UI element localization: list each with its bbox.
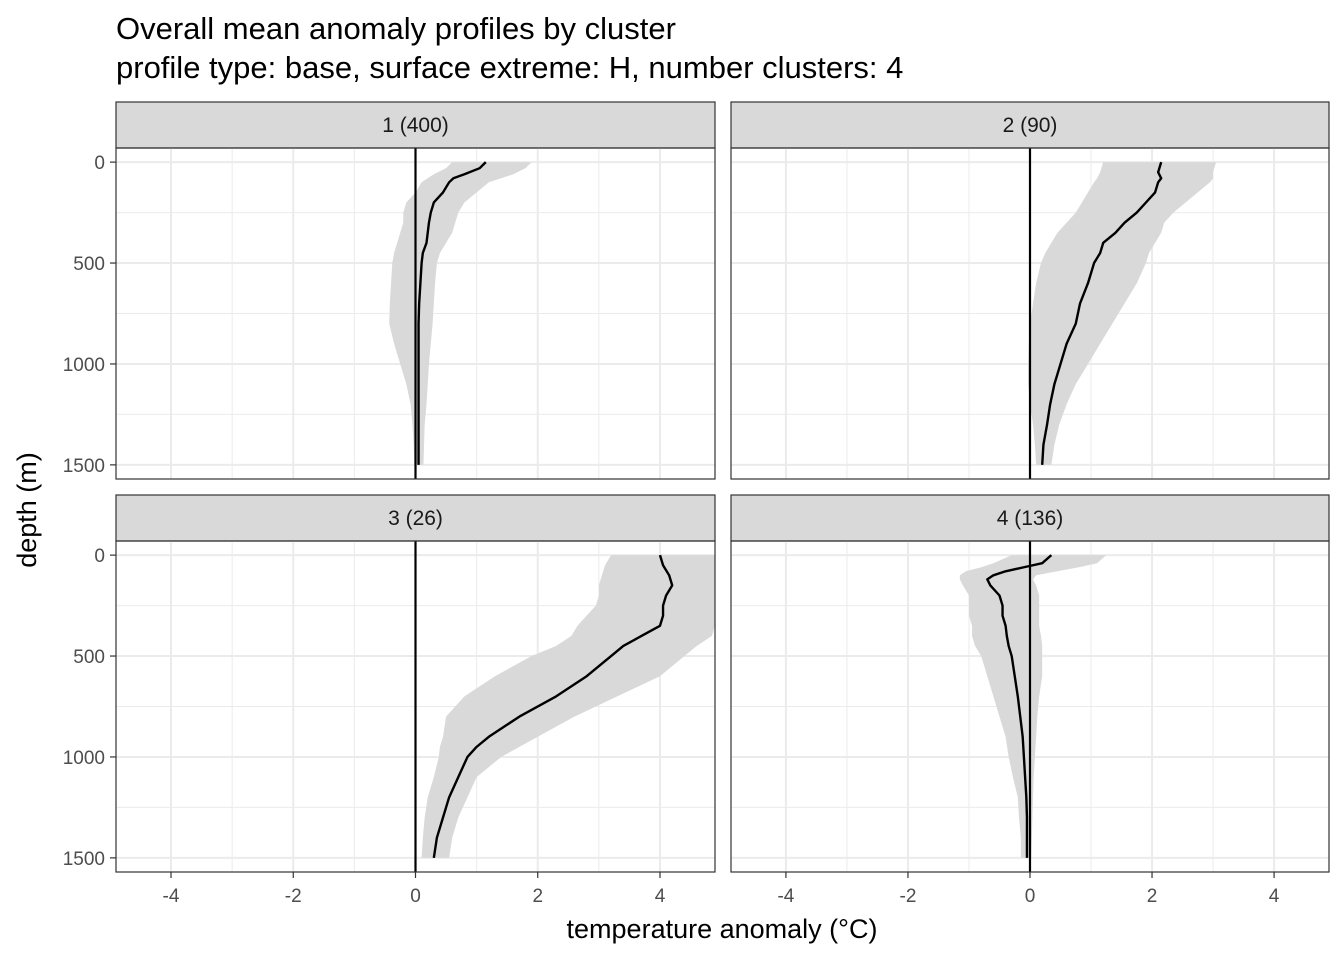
x-tick-label: 2: [532, 886, 543, 907]
spread-ribbon: [421, 555, 715, 858]
strip: [115, 494, 716, 542]
panel-1: 1 (400) 0 500 1000 1500: [63, 101, 716, 480]
panel-border: [730, 147, 1330, 480]
x-axis-title: temperature anomaly (°C): [567, 914, 878, 944]
spread-ribbon: [1028, 162, 1217, 465]
x-tick-label: -4: [163, 886, 180, 907]
spread-ribbon: [959, 555, 1107, 858]
y-tick-label: 1000: [63, 748, 105, 769]
strip: [115, 101, 716, 149]
panel-2: 2 (90): [730, 101, 1330, 480]
spread-ribbon: [389, 162, 532, 465]
mean-profile-line: [417, 161, 487, 465]
x-tick-label: 0: [1025, 886, 1036, 907]
mean-profile-line: [432, 554, 674, 859]
chart-subtitle: profile type: base, surface extreme: H, …: [116, 50, 903, 85]
x-tick-label: -2: [285, 886, 302, 907]
strip: [730, 494, 1330, 542]
strip: [730, 101, 1330, 149]
mean-profile-line: [1041, 161, 1163, 465]
mean-profile-line: [986, 554, 1053, 858]
strip-label: 4 (136): [997, 507, 1064, 530]
y-tick-label: 1000: [63, 355, 105, 376]
y-tick-label: 0: [94, 546, 105, 567]
panel-3: 3 (26) 0 500 1000 1500 -4 -2 0 2 4: [63, 494, 716, 907]
x-tick-label: 4: [655, 886, 666, 907]
strip-label: 3 (26): [388, 507, 443, 530]
y-tick-label: 500: [73, 647, 105, 668]
y-axis-title: depth (m): [12, 452, 42, 568]
panel-4: 4 (136) -4 -2 0 2 4: [730, 494, 1330, 907]
panel-border: [115, 147, 716, 480]
y-tick-label: 500: [73, 254, 105, 275]
y-tick-label: 1500: [63, 456, 105, 477]
y-tick-label: 0: [94, 153, 105, 174]
x-tick-label: -2: [900, 886, 917, 907]
x-tick-label: 2: [1147, 886, 1158, 907]
y-tick-label: 1500: [63, 849, 105, 870]
x-tick-label: 0: [410, 886, 421, 907]
x-tick-label: 4: [1269, 886, 1280, 907]
x-tick-label: -4: [777, 886, 794, 907]
chart-title: Overall mean anomaly profiles by cluster: [116, 11, 676, 46]
strip-label: 2 (90): [1003, 114, 1058, 137]
strip-label: 1 (400): [382, 114, 449, 137]
